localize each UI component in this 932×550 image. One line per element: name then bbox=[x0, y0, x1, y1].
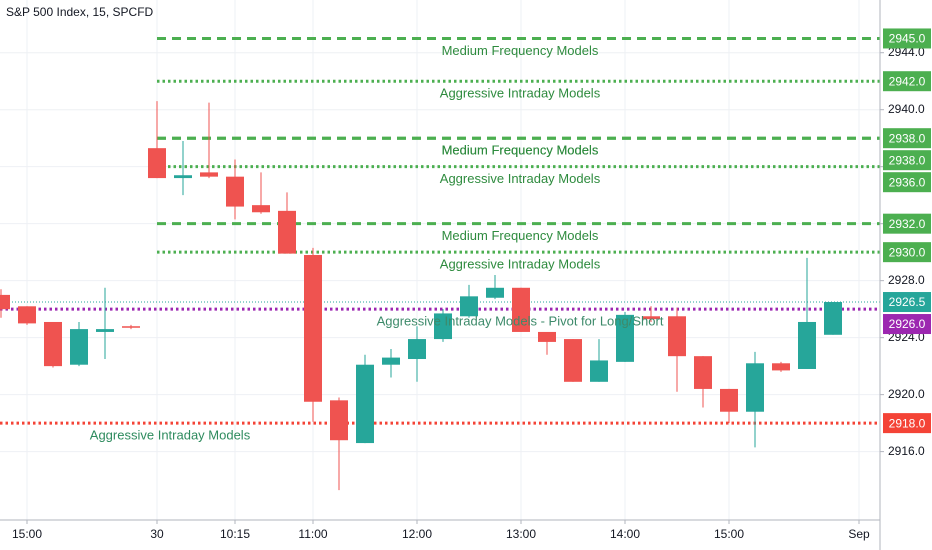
candle-body bbox=[720, 388, 738, 412]
x-tick-label: 12:00 bbox=[402, 527, 432, 541]
price-level-box bbox=[883, 71, 931, 92]
candle-body bbox=[200, 172, 218, 177]
price-level-label: 2918.0 bbox=[889, 416, 926, 430]
price-level-box bbox=[883, 413, 931, 434]
chart-title: S&P 500 Index, 15, SPCFD bbox=[6, 5, 154, 19]
price-level-label: 2938.0 bbox=[889, 153, 926, 167]
candle-body bbox=[44, 321, 62, 367]
y-tick-label: 2916.0 bbox=[888, 444, 925, 458]
x-tick-label: 10:15 bbox=[220, 527, 250, 541]
candle-body bbox=[772, 363, 790, 371]
candle-body bbox=[330, 400, 348, 441]
price-level-box bbox=[883, 314, 931, 335]
candle-body bbox=[96, 329, 114, 332]
y-tick-label: 2920.0 bbox=[888, 387, 925, 401]
price-level-box bbox=[883, 292, 931, 313]
candle-body bbox=[122, 326, 140, 328]
price-level-text: Medium Frequency Models bbox=[442, 143, 599, 158]
candle-body bbox=[694, 356, 712, 389]
candle-body bbox=[434, 313, 452, 340]
price-level-text: Aggressive Intraday Models bbox=[440, 171, 601, 186]
price-level-box bbox=[883, 213, 931, 234]
candle-body bbox=[0, 294, 10, 310]
price-level-label: 2930.0 bbox=[889, 245, 926, 259]
price-level-label: 2938.0 bbox=[889, 131, 926, 145]
candle-body bbox=[252, 205, 270, 213]
price-level-text: Medium Frequency Models bbox=[442, 228, 599, 243]
candle-body bbox=[590, 360, 608, 382]
candle-body bbox=[798, 321, 816, 369]
candle-body bbox=[486, 287, 504, 298]
price-level-text: Medium Frequency Models bbox=[442, 143, 599, 158]
price-level-label: 2945.0 bbox=[889, 32, 926, 46]
x-tick-label: 13:00 bbox=[506, 527, 536, 541]
candle-body bbox=[512, 287, 530, 332]
y-tick-label: 2928.0 bbox=[888, 273, 925, 287]
candle-body bbox=[356, 364, 374, 444]
x-tick-label: 15:00 bbox=[12, 527, 42, 541]
candle-body bbox=[746, 363, 764, 412]
price-level-box bbox=[883, 150, 931, 171]
candle-body bbox=[564, 339, 582, 382]
price-level-box bbox=[883, 172, 931, 193]
candle-body bbox=[408, 339, 426, 360]
candle-body bbox=[226, 176, 244, 207]
price-level-text: Medium Frequency Models bbox=[442, 43, 599, 58]
candle-body bbox=[538, 331, 556, 342]
price-level-box bbox=[883, 128, 931, 149]
candle-body bbox=[382, 357, 400, 365]
x-tick-label: 15:00 bbox=[714, 527, 744, 541]
price-level-box bbox=[883, 28, 931, 49]
candle-body bbox=[616, 314, 634, 362]
price-level-label: 2936.0 bbox=[889, 175, 926, 189]
candle-body bbox=[824, 302, 842, 335]
y-tick-label: 2940.0 bbox=[888, 102, 925, 116]
price-level-label: 2932.0 bbox=[889, 217, 926, 231]
price-level-label: 2942.0 bbox=[889, 74, 926, 88]
candle-body bbox=[148, 148, 166, 179]
candle-body bbox=[18, 306, 36, 324]
candle-body bbox=[460, 296, 478, 317]
candle-body bbox=[70, 329, 88, 365]
candle-body bbox=[278, 210, 296, 254]
price-level-label: 2926.0 bbox=[889, 317, 926, 331]
x-tick-label: 11:00 bbox=[298, 527, 327, 541]
candle-body bbox=[642, 316, 660, 320]
price-level-text: Aggressive Intraday Models bbox=[440, 257, 601, 272]
price-level-text: Aggressive Intraday Models bbox=[90, 428, 251, 443]
price-level-box bbox=[883, 242, 931, 263]
price-level-label: 2926.5 bbox=[889, 295, 926, 309]
candle-body bbox=[304, 255, 322, 402]
price-level-text: Aggressive Intraday Models - Pivot for L… bbox=[377, 314, 664, 329]
x-tick-label: 30 bbox=[150, 527, 164, 541]
candle-body bbox=[668, 316, 686, 357]
x-tick-label: 14:00 bbox=[610, 527, 640, 541]
candle-body bbox=[174, 175, 192, 179]
x-tick-label: Sep bbox=[848, 527, 870, 541]
price-level-text: Aggressive Intraday Models bbox=[440, 86, 601, 101]
